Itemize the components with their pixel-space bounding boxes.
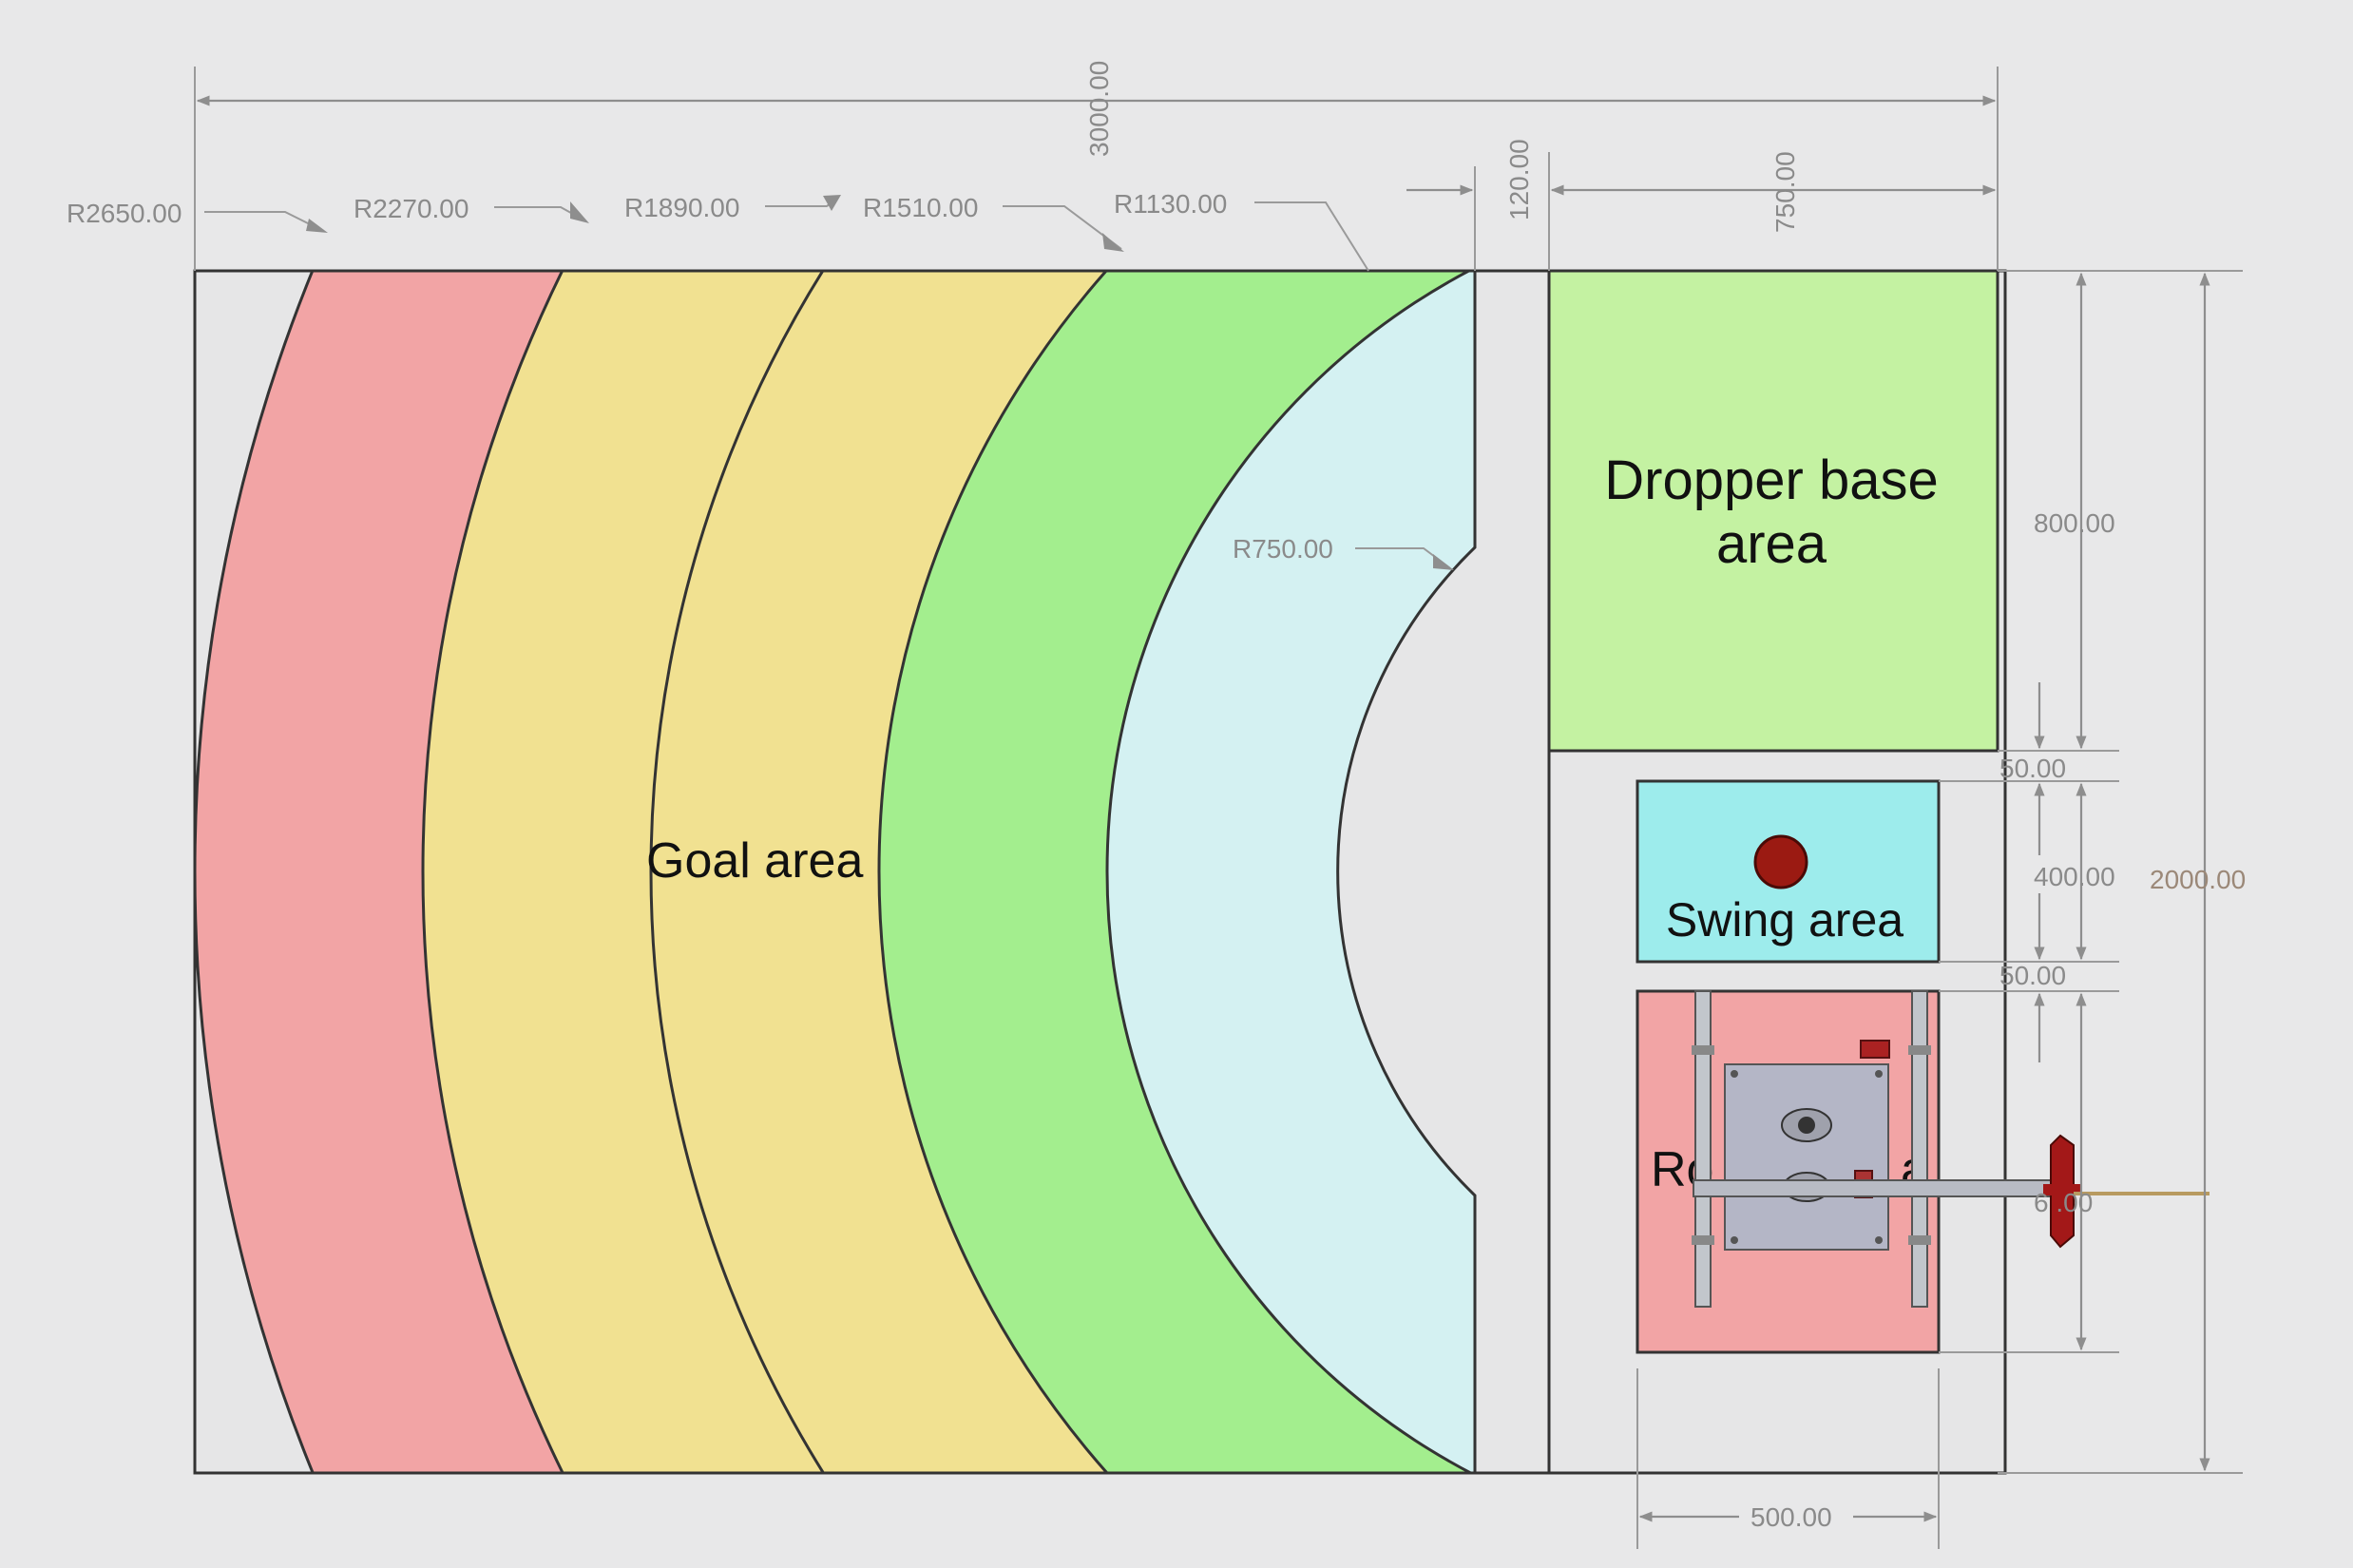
goal-area-label: Goal area [646, 833, 863, 889]
dim-swing-height-text: 400.00 [2034, 862, 2115, 891]
dim-field-height-text: 2000.00 [2150, 865, 2246, 894]
dim-robot-width-text: 500.00 [1750, 1502, 1832, 1532]
dropper-label-line1: Dropper base [1604, 449, 1938, 511]
goal-rings [195, 271, 1478, 1473]
radius-r2650-label: R2650.00 [67, 199, 182, 228]
dim-top-right: 120.00 750.00 [1406, 139, 1997, 271]
dim-field-width-text: 3000.00 [1084, 61, 1114, 157]
radius-leaders: R2650.00 R2270.00 R1890.00 R1510.00 R113… [67, 189, 1454, 570]
dim-robot-height-text: 6 .00 [2034, 1188, 2093, 1217]
ring-r1130 [1105, 271, 1478, 1473]
radius-r1510-label: R1510.00 [863, 193, 978, 222]
swing-label: Swing area [1666, 893, 1903, 947]
robot-chassis-icon [1692, 990, 2210, 1308]
dropper-label-line2: area [1716, 513, 1827, 575]
inner-cutout-r750 [1336, 269, 1551, 1475]
radius-r750-label: R750.00 [1233, 534, 1333, 564]
dim-robot-width: 500.00 [1636, 1368, 1940, 1549]
radius-r1130-label: R1130.00 [1114, 189, 1227, 219]
dim-field-width: 3000.00 [194, 61, 1999, 271]
dim-margin-bottom-text: 50.00 [1999, 961, 2066, 990]
dim-margin-top-text: 50.00 [1999, 754, 2066, 783]
dim-dropper-height-text: 800.00 [2034, 508, 2115, 538]
radius-r1890-label: R1890.00 [624, 193, 739, 222]
dim-gap-width-text: 120.00 [1504, 139, 1534, 220]
dim-right-side: 2000.00 800.00 50.00 400.00 50.00 6 .00 [1939, 270, 2246, 1474]
dropper-base-area [1547, 269, 1999, 753]
radius-r2270-label: R2270.00 [354, 194, 469, 223]
red-ball-icon [1753, 834, 1808, 889]
dim-dropper-width-text: 750.00 [1770, 151, 1800, 233]
